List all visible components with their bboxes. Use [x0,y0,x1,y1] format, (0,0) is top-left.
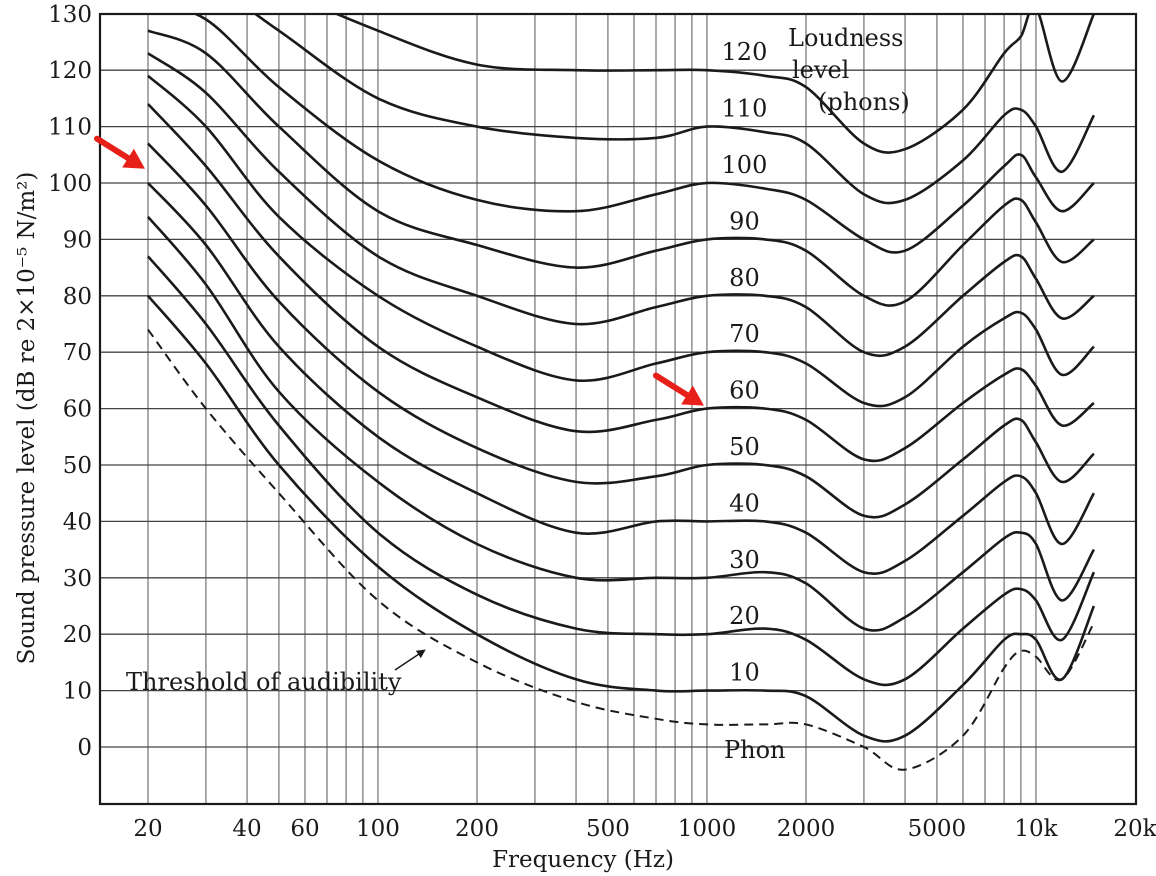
y-tick-label: 60 [63,397,92,423]
y-tick-label: 30 [63,566,92,592]
x-tick-label: 60 [290,816,319,842]
highlight-arrow-head [681,385,704,406]
phon-label-10: 10 [729,659,760,687]
x-tick-label: 40 [232,816,261,842]
y-axis-ticks: 0 10 20 30 40 50 60 70 80 90 100 110 120 130 [48,2,92,761]
plot-frame [98,12,1138,806]
phon-curve-30 [147,215,1096,632]
phon-curve-20 [147,255,1096,687]
phon-label-120: 120 [722,38,768,66]
y-tick-label: 0 [77,735,92,761]
x-tick-label: 10k [1014,816,1058,842]
phon-annotation: Phon [724,736,786,764]
phon-curve-50 [147,142,1095,519]
x-tick-label: 500 [586,816,630,842]
highlight-arrows [94,135,704,406]
y-tick-label: 100 [48,171,92,197]
y-tick-label: 50 [63,453,92,479]
x-tick-label: 100 [356,816,400,842]
phon-labels: 10 20 30 40 50 60 70 80 90 100 110 120 [722,38,768,686]
y-tick-label: 120 [48,58,92,84]
phon-label-70: 70 [729,320,760,348]
y-tick-label: 40 [63,509,92,535]
phon-label-90: 90 [729,207,760,235]
phon-label-110: 110 [722,95,768,123]
phon-curve-40 [147,182,1096,576]
legend-title-line1: Loudness [788,24,904,52]
highlight-arrow-shaft [94,135,132,162]
y-axis-label: Sound pressure level (dB re 2×10⁻⁵ N/m²) [14,172,40,665]
phon-curve-70 [147,74,1095,408]
x-axis-label: Frequency (Hz) [492,847,674,873]
x-tick-label: 200 [455,816,499,842]
grid [100,14,1136,804]
phon-label-20: 20 [729,602,760,630]
threshold-curve [147,329,1095,771]
x-tick-label: 20 [133,816,162,842]
phon-curve-80 [147,52,1095,358]
highlight-arrow-shaft [652,372,691,399]
phon-curve-10 [147,294,1096,743]
y-tick-label: 80 [63,284,92,310]
y-tick-label: 110 [48,115,92,141]
y-tick-label: 10 [63,679,92,705]
y-tick-label: 20 [63,622,92,648]
x-tick-label: 5000 [908,816,967,842]
highlight-arrow-head [122,148,145,169]
threshold-pointer [394,649,426,671]
phon-label-30: 30 [729,546,760,574]
y-tick-label: 70 [63,340,92,366]
phon-label-100: 100 [722,151,768,179]
x-tick-label: 2000 [777,816,836,842]
x-tick-label: 20k [1113,816,1156,842]
curves [147,14,1096,771]
phon-curve-100 [192,14,1095,254]
phon-curve-120 [333,14,1096,154]
y-tick-label: 130 [48,2,92,28]
x-axis-ticks: 20 40 60 100 200 500 1000 2000 5000 10k 20k [133,816,1156,842]
y-tick-label: 90 [63,227,92,253]
phon-curve-60 [147,103,1095,463]
phon-label-50: 50 [729,433,760,461]
phon-label-40: 40 [729,489,760,517]
phon-curve-110 [253,14,1096,205]
phon-label-60: 60 [729,377,760,405]
phon-label-80: 80 [729,264,760,292]
x-tick-label: 1000 [678,816,737,842]
legend-title-line2: level [792,56,849,84]
legend-title-line3: (phons) [818,88,910,116]
threshold-annotation: Threshold of audibility [126,668,402,696]
phon-curve-90 [147,29,1095,307]
